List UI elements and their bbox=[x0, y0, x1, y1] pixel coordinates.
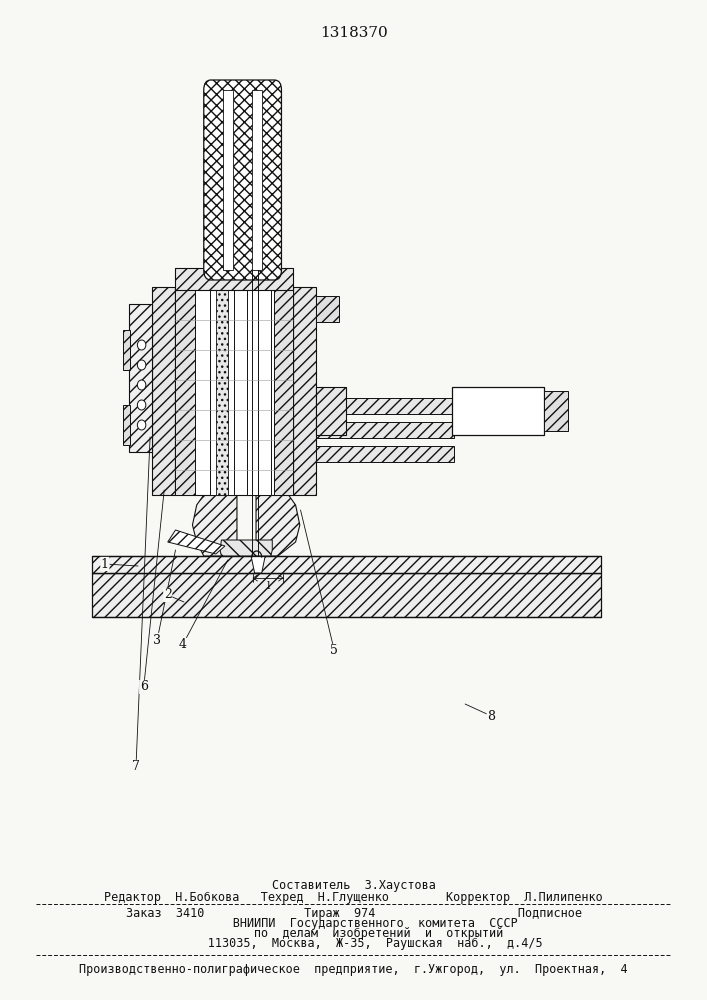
Text: 2: 2 bbox=[164, 588, 172, 601]
Ellipse shape bbox=[137, 420, 146, 430]
Ellipse shape bbox=[137, 380, 146, 390]
Bar bbox=[316, 422, 454, 438]
Text: l: l bbox=[267, 581, 270, 591]
Bar bbox=[544, 391, 568, 431]
Bar bbox=[293, 287, 316, 495]
Text: 1318370: 1318370 bbox=[320, 26, 387, 40]
Bar bbox=[92, 556, 601, 573]
Bar bbox=[316, 398, 454, 414]
Bar bbox=[216, 287, 228, 495]
Polygon shape bbox=[220, 540, 272, 556]
Bar bbox=[223, 90, 233, 270]
Polygon shape bbox=[256, 495, 300, 556]
Text: Составитель  З.Хаустова: Составитель З.Хаустова bbox=[271, 879, 436, 892]
Bar bbox=[210, 287, 234, 495]
Bar bbox=[123, 405, 129, 445]
Ellipse shape bbox=[137, 340, 146, 350]
Bar bbox=[316, 387, 346, 435]
Text: 8: 8 bbox=[487, 710, 495, 722]
Bar bbox=[274, 287, 293, 495]
Bar bbox=[152, 287, 175, 495]
Text: Редактор  Н.Бобкова   Техред  Н.Глущенко        Корректор  Л.Пилипенко: Редактор Н.Бобкова Техред Н.Глущенко Кор… bbox=[104, 890, 603, 904]
Text: Производственно-полиграфическое  предприятие,  г.Ужгород,  ул.  Проектная,  4: Производственно-полиграфическое предприя… bbox=[79, 964, 628, 976]
Text: 5: 5 bbox=[330, 645, 339, 658]
Bar bbox=[175, 287, 293, 495]
FancyBboxPatch shape bbox=[204, 80, 281, 280]
Text: 113035,  Москва,  Ж-35,  Раушская  наб.,  д.4/5: 113035, Москва, Ж-35, Раушская наб., д.4… bbox=[165, 938, 542, 950]
Text: Заказ  3410              Тираж  974                    Подписное: Заказ 3410 Тираж 974 Подписное bbox=[126, 908, 581, 920]
Ellipse shape bbox=[137, 360, 146, 370]
Bar bbox=[452, 387, 544, 435]
Ellipse shape bbox=[137, 400, 146, 410]
Text: 7: 7 bbox=[132, 760, 140, 774]
Bar bbox=[252, 90, 262, 270]
Bar bbox=[92, 573, 601, 617]
Bar bbox=[247, 287, 271, 495]
Bar bbox=[129, 304, 152, 452]
Bar bbox=[316, 296, 339, 322]
Polygon shape bbox=[168, 530, 225, 554]
Text: 1: 1 bbox=[101, 558, 109, 570]
Bar bbox=[123, 330, 129, 370]
Bar bbox=[175, 268, 293, 290]
Polygon shape bbox=[251, 556, 265, 573]
Text: 4: 4 bbox=[179, 639, 187, 652]
Text: по  делам  изобретений  и  открытий: по делам изобретений и открытий bbox=[204, 928, 503, 940]
Text: ВНИИПИ  Государственного  комитета  СССР: ВНИИПИ Государственного комитета СССР bbox=[189, 918, 518, 930]
Text: 6: 6 bbox=[140, 680, 148, 694]
Bar bbox=[175, 287, 194, 495]
Bar bbox=[316, 446, 454, 462]
Polygon shape bbox=[192, 495, 237, 556]
Text: 3: 3 bbox=[153, 634, 161, 647]
